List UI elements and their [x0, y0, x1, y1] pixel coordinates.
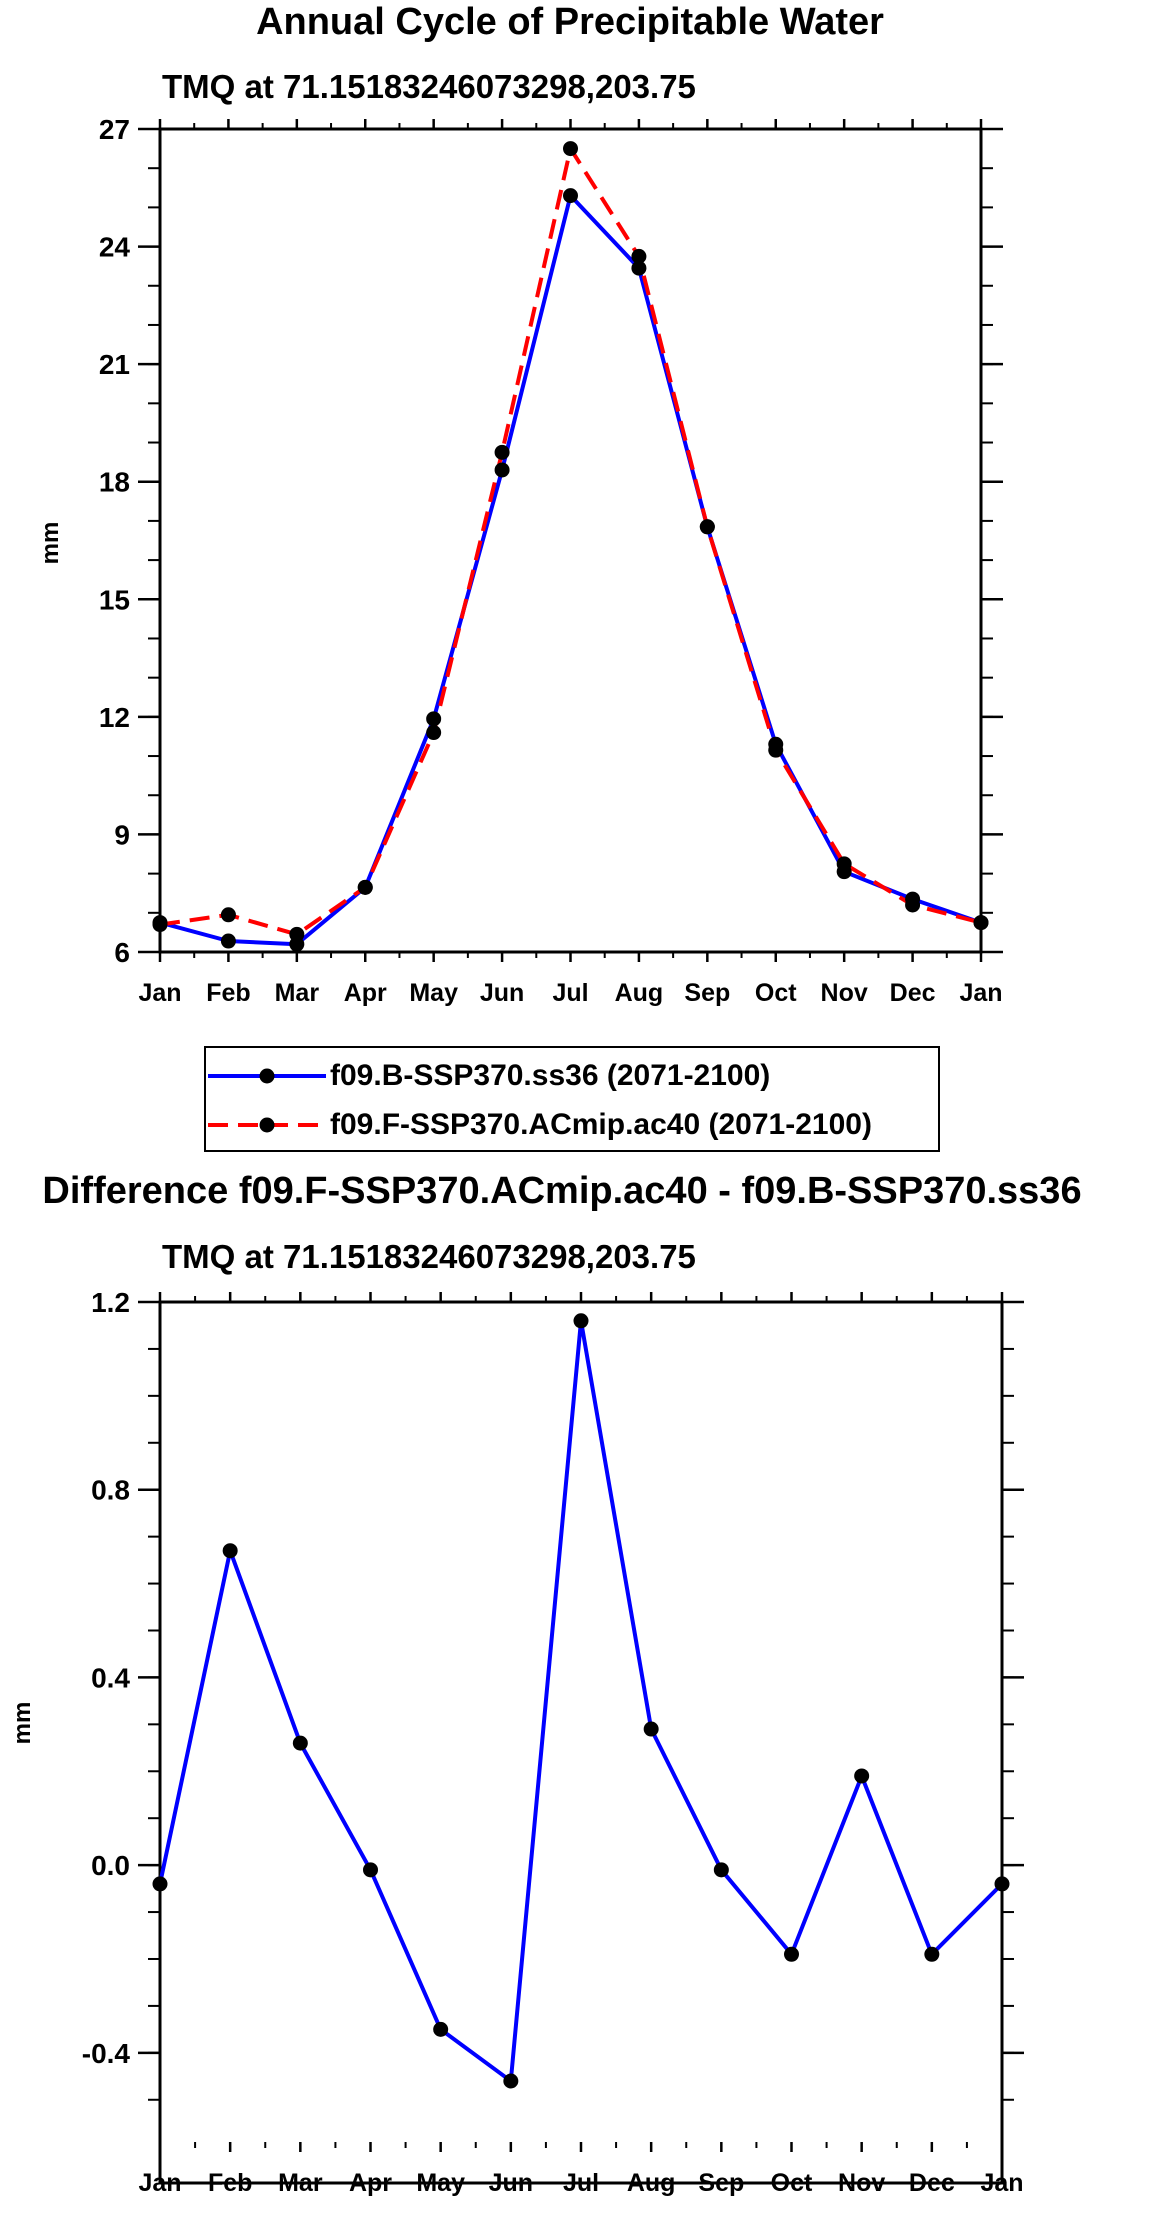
chart1-xtick-label: Feb: [206, 979, 250, 1007]
chart2-ytick-label: 0.0: [91, 1850, 130, 1881]
chart1-xtick-label: Dec: [890, 979, 936, 1007]
chart1-ytick-label: 18: [99, 467, 130, 498]
chart1-series-1-point: [494, 462, 510, 478]
chart1-series-2-line: [159, 146, 982, 937]
chart1-subtitle: TMQ at 71.15183246073298,203.75: [162, 68, 696, 105]
chart2-xtick-label: Jul: [563, 2169, 599, 2197]
chart1-xtick-label: Jul: [552, 979, 588, 1007]
legend-label-series-1: f09.B-SSP370.ss36 (2071-2100): [330, 1059, 771, 1092]
chart1-marks: Jan Feb Mar Apr May Jun Jul Aug Sep Oct Nov Dec Jan 6…: [99, 114, 1003, 1007]
chart1-series-2-point: [220, 907, 236, 923]
chart1-series-1-point: [220, 933, 236, 949]
chart1-xtick-label: Jun: [480, 979, 524, 1007]
chart1-series-1-point: [631, 260, 647, 276]
chart2-xtick-label: Mar: [278, 2169, 323, 2197]
chart1-series-2-point: [357, 879, 373, 895]
chart1-series-1-point: [426, 711, 442, 727]
chart2-xtick-label: Jun: [489, 2169, 533, 2197]
chart1-xtick-label: Aug: [615, 979, 664, 1007]
chart2-series-1-point: [643, 1721, 659, 1737]
legend-swatch-series-2: [208, 1117, 326, 1133]
chart2-plot-frame: [158, 1300, 1004, 2185]
chart1-ytick-label: 27: [99, 114, 130, 145]
chart2-xtick-label: Jan: [138, 2169, 181, 2197]
chart2-series-1-line: [158, 1318, 1004, 2083]
chart1-xtick-label: Jan: [138, 979, 181, 1007]
chart1-series-2-point: [836, 856, 852, 872]
legend-entry-series-2: f09.F-SSP370.ACmip.ac40 (2071-2100): [206, 1100, 938, 1150]
chart1-series-2-point: [631, 248, 647, 264]
chart2-series-1-point: [292, 1735, 308, 1751]
chart2-marks: Jan Feb Mar Apr May Jun Jul Aug Sep Oct Nov Dec Jan 1…: [82, 1287, 1024, 2197]
legend-entry-series-1: f09.B-SSP370.ss36 (2071-2100): [206, 1051, 938, 1101]
chart2-series-1-point: [222, 1543, 238, 1559]
chart2-xtick-label: Feb: [208, 2169, 252, 2197]
chart1-xtick-label: Apr: [344, 979, 387, 1007]
chart1-xtick-label: Oct: [755, 979, 797, 1007]
chart2-series-1-point: [994, 1876, 1010, 1892]
chart1-series-2-point: [699, 519, 715, 535]
chart2-xtick-label: Apr: [349, 2169, 392, 2197]
chart1-xtick-label: Nov: [821, 979, 868, 1007]
chart1-series-2-point: [494, 444, 510, 460]
chart2-series-1-point: [363, 1862, 378, 1878]
legend-swatch-series-1: [208, 1068, 326, 1084]
chart2-xtick-label: Oct: [771, 2169, 813, 2197]
chart1-ytick-label: 9: [114, 819, 130, 850]
chart2-ylabel: mm: [9, 1702, 36, 1745]
chart1-series-1-line: [159, 193, 982, 947]
chart2-ytick-label: 0.4: [91, 1662, 130, 1693]
chart2-series-1-point: [152, 1876, 168, 1892]
chart1-series-2-point: [563, 141, 578, 157]
chart2-xtick-label: Sep: [698, 2169, 744, 2197]
chart2-xtick-label: Nov: [838, 2169, 885, 2197]
chart1-ytick-label: 6: [114, 937, 130, 968]
chart1-ytick-label: 15: [99, 584, 130, 615]
chart1-xtick-label: Sep: [684, 979, 730, 1007]
chart2-series-1-point: [854, 1768, 870, 1784]
chart1-series-2-point: [768, 742, 784, 758]
chart2-series-1-point: [924, 1946, 940, 1962]
chart1-series-2-point: [152, 917, 168, 933]
chart2-series-1-point: [433, 2021, 449, 2037]
chart2-xtick-label: May: [416, 2169, 465, 2197]
chart2-subtitle: TMQ at 71.15183246073298,203.75: [162, 1238, 696, 1275]
chart2-title: Difference f09.F-SSP370.ACmip.ac40 - f09…: [42, 1170, 1081, 1212]
chart2-series-1-point: [503, 2073, 519, 2089]
chart2-xtick-label: Aug: [627, 2169, 676, 2197]
chart2-ytick-label: 1.2: [91, 1287, 130, 1318]
chart2-ytick-label: 0.8: [91, 1475, 130, 1506]
chart1-plot-frame: [158, 127, 983, 954]
chart1-legend: f09.B-SSP370.ss36 (2071-2100) f09.F-SSP3…: [204, 1046, 940, 1152]
chart1-xtick-label: Jan: [959, 979, 1002, 1007]
chart1-title: Annual Cycle of Precipitable Water: [256, 1, 884, 43]
chart2-series-1-point: [784, 1946, 799, 1962]
chart2-ytick-label: -0.4: [82, 2038, 131, 2069]
chart2-xtick-label: Dec: [909, 2169, 955, 2197]
chart1-xtick-label: Mar: [275, 979, 320, 1007]
chart1-series-2-point: [973, 915, 989, 931]
chart1-ytick-label: 12: [99, 702, 130, 733]
chart1-series-2-point: [289, 926, 305, 942]
chart1-series-1-point: [563, 188, 578, 204]
chart1-ytick-label: 21: [99, 349, 130, 380]
chart1-ytick-label: 24: [99, 232, 131, 263]
chart2-series-1-point: [713, 1862, 729, 1878]
chart1-ylabel: mm: [37, 522, 64, 565]
chart1-xtick-label: May: [409, 979, 458, 1007]
legend-label-series-2: f09.F-SSP370.ACmip.ac40 (2071-2100): [330, 1108, 872, 1141]
chart2-xtick-label: Jan: [980, 2169, 1023, 2197]
chart2-series-1-point: [573, 1313, 589, 1329]
chart1-series-2-point: [905, 897, 921, 913]
chart1-series-2-point: [426, 725, 442, 741]
